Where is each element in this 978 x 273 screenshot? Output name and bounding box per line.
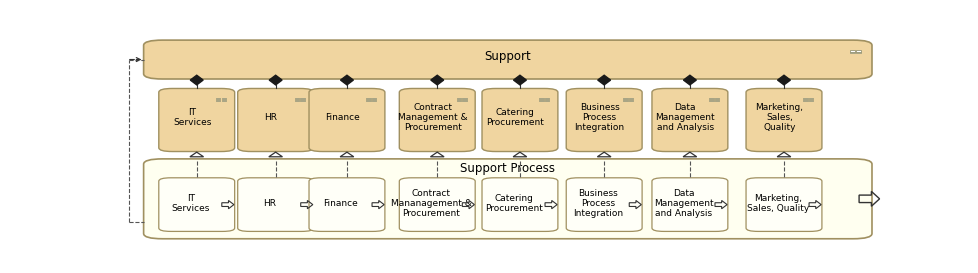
Text: Data
Management
and Analysis: Data Management and Analysis xyxy=(655,103,715,132)
Bar xyxy=(808,100,813,101)
Bar xyxy=(628,100,633,101)
Bar xyxy=(221,98,226,99)
Bar xyxy=(855,52,860,53)
Polygon shape xyxy=(777,75,789,85)
Text: Finance: Finance xyxy=(325,113,359,122)
Text: HR: HR xyxy=(263,199,276,208)
Polygon shape xyxy=(513,75,526,85)
Bar xyxy=(456,100,461,101)
Bar xyxy=(462,98,467,99)
Bar xyxy=(366,100,371,101)
FancyBboxPatch shape xyxy=(481,88,557,152)
Bar xyxy=(544,100,549,101)
FancyBboxPatch shape xyxy=(158,88,235,152)
Polygon shape xyxy=(598,75,610,85)
Bar xyxy=(366,98,371,99)
Text: Catering
Procurement: Catering Procurement xyxy=(484,194,542,213)
Bar xyxy=(855,50,860,52)
Bar xyxy=(849,52,854,53)
FancyBboxPatch shape xyxy=(745,178,822,232)
FancyBboxPatch shape xyxy=(651,88,727,152)
Bar xyxy=(300,100,304,101)
Bar xyxy=(216,98,220,99)
Text: Support: Support xyxy=(484,50,531,63)
Bar xyxy=(294,100,299,101)
Text: Contract
Mananagement &
Procurement: Contract Mananagement & Procurement xyxy=(390,189,471,218)
FancyBboxPatch shape xyxy=(651,178,727,232)
Polygon shape xyxy=(683,75,695,85)
Bar xyxy=(808,98,813,99)
FancyBboxPatch shape xyxy=(565,178,642,232)
Bar xyxy=(294,98,299,99)
Bar xyxy=(708,100,713,101)
Bar xyxy=(462,100,467,101)
FancyBboxPatch shape xyxy=(144,40,871,79)
Bar xyxy=(300,98,304,99)
Bar xyxy=(708,98,713,99)
Text: Marketing,
Sales,
Quality: Marketing, Sales, Quality xyxy=(755,103,803,132)
Polygon shape xyxy=(269,75,282,85)
FancyBboxPatch shape xyxy=(309,88,384,152)
Bar xyxy=(372,100,376,101)
Polygon shape xyxy=(340,75,353,85)
Bar xyxy=(628,98,633,99)
Polygon shape xyxy=(430,75,443,85)
Bar xyxy=(623,100,627,101)
Text: Data
Management
and Analysis: Data Management and Analysis xyxy=(653,189,713,218)
Text: Support Process: Support Process xyxy=(460,162,555,175)
Bar xyxy=(849,50,854,52)
Text: IT
Services: IT Services xyxy=(171,194,209,213)
Text: Catering
Procurement: Catering Procurement xyxy=(486,108,544,127)
Bar xyxy=(456,98,461,99)
FancyBboxPatch shape xyxy=(309,178,384,232)
Bar xyxy=(803,100,807,101)
FancyBboxPatch shape xyxy=(481,178,557,232)
Bar xyxy=(623,98,627,99)
Bar xyxy=(714,100,719,101)
Bar xyxy=(544,98,549,99)
Text: HR: HR xyxy=(264,113,278,122)
FancyBboxPatch shape xyxy=(745,88,822,152)
Bar xyxy=(539,98,543,99)
Bar xyxy=(714,98,719,99)
Text: Business
Process
Integration: Business Process Integration xyxy=(574,103,624,132)
FancyBboxPatch shape xyxy=(399,88,474,152)
Text: Business
Process
Integration: Business Process Integration xyxy=(572,189,623,218)
FancyBboxPatch shape xyxy=(565,88,642,152)
Polygon shape xyxy=(190,75,203,85)
Bar xyxy=(216,100,220,101)
Bar xyxy=(372,98,376,99)
Bar xyxy=(803,98,807,99)
Text: Finance: Finance xyxy=(323,199,358,208)
FancyBboxPatch shape xyxy=(238,178,313,232)
Bar xyxy=(221,100,226,101)
Bar xyxy=(539,100,543,101)
FancyBboxPatch shape xyxy=(399,178,474,232)
Text: Contract
Management &
Procurement: Contract Management & Procurement xyxy=(397,103,467,132)
FancyBboxPatch shape xyxy=(238,88,313,152)
Text: IT
Services: IT Services xyxy=(173,108,211,127)
FancyBboxPatch shape xyxy=(158,178,235,232)
Text: Marketing,
Sales, Quality: Marketing, Sales, Quality xyxy=(746,194,808,213)
FancyBboxPatch shape xyxy=(144,159,871,239)
